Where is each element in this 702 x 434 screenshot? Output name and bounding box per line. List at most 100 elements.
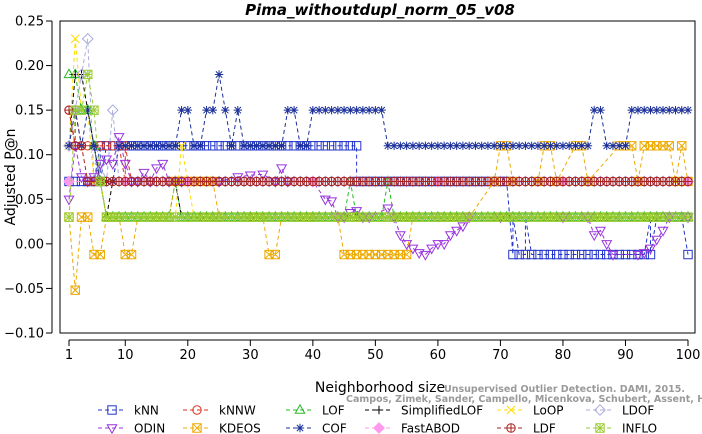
- point-knn: [214, 141, 224, 151]
- legend-item-lof: LOF: [286, 404, 345, 418]
- point-odin: [632, 250, 644, 261]
- legend-item-ldof: LDOF: [586, 404, 654, 418]
- point-cof: [414, 141, 424, 150]
- legend-item-ldf: LDF: [497, 422, 556, 434]
- series-ldf: [64, 105, 693, 187]
- point-cof: [671, 105, 680, 115]
- legend-marker-inflo: [595, 423, 605, 433]
- point-cof: [539, 141, 549, 150]
- x-tick-label: 90: [617, 348, 634, 363]
- x-tick-label: 20: [180, 348, 197, 363]
- x-tick-label: 60: [430, 348, 447, 363]
- chart-title: Pima_withoutdupl_norm_05_v08: [245, 1, 515, 19]
- point-kdeos: [126, 249, 137, 260]
- point-cof: [458, 141, 468, 150]
- x-tick-label: 30: [242, 348, 259, 363]
- point-knn: [314, 141, 324, 151]
- point-cof: [389, 141, 399, 150]
- point-cof: [627, 105, 636, 115]
- legend-item-cof: COF: [286, 422, 347, 434]
- y-tick-label: 0.15: [15, 104, 44, 119]
- point-cof: [358, 105, 368, 115]
- point-knn: [564, 249, 574, 260]
- point-cof: [164, 141, 174, 150]
- point-cof: [464, 141, 474, 150]
- point-cof: [446, 141, 455, 150]
- point-cof: [139, 141, 149, 150]
- point-knn: [508, 249, 518, 260]
- legend-label-ldof: LDOF: [622, 404, 654, 418]
- point-knn: [545, 249, 556, 260]
- point-odin: [594, 226, 607, 237]
- point-cof: [552, 141, 561, 150]
- point-cof: [258, 141, 268, 150]
- point-knn: [339, 141, 349, 151]
- point-odin: [451, 226, 463, 237]
- point-cof: [677, 105, 686, 115]
- point-odin: [326, 197, 338, 208]
- point-cof: [264, 141, 274, 150]
- point-cof: [183, 105, 192, 115]
- legend-label-simplifiedlof: SimplifiedLOF: [401, 404, 483, 418]
- point-cof: [527, 141, 536, 150]
- x-tick-label: 80: [555, 348, 572, 363]
- series-line-cof: [68, 74, 688, 182]
- point-lof: [63, 68, 75, 79]
- point-ldf: [76, 141, 87, 151]
- point-cof: [514, 141, 524, 150]
- point-cof: [583, 141, 593, 150]
- point-cof: [652, 105, 661, 115]
- point-knn: [539, 249, 549, 260]
- point-odin: [119, 159, 131, 170]
- legend-marker-odin: [106, 424, 118, 434]
- point-cof: [483, 141, 493, 150]
- series-line-odin: [68, 136, 688, 256]
- point-cof: [590, 105, 599, 115]
- series-layer: [63, 32, 694, 295]
- point-kdeos: [270, 249, 281, 260]
- point-cof: [508, 141, 518, 150]
- point-odin: [257, 170, 269, 181]
- point-cof: [158, 141, 167, 150]
- point-loop: [70, 34, 80, 44]
- point-cof: [640, 105, 649, 115]
- point-cof: [121, 141, 130, 150]
- point-cof: [433, 141, 443, 150]
- point-cof: [133, 141, 142, 150]
- point-kdeos: [70, 285, 80, 295]
- point-cof: [227, 141, 236, 150]
- point-cof: [427, 141, 436, 150]
- legend-label-knn: kNN: [134, 404, 159, 418]
- point-cof: [171, 141, 180, 150]
- point-cof: [665, 105, 674, 115]
- point-cof: [283, 105, 293, 115]
- point-kdeos: [95, 249, 105, 260]
- point-cof: [646, 105, 655, 115]
- point-inflo: [64, 212, 74, 222]
- point-knn: [208, 141, 218, 151]
- point-knn: [514, 249, 524, 260]
- point-knn: [558, 249, 568, 260]
- legend-label-odin: ODIN: [134, 422, 165, 434]
- point-inflo: [83, 69, 93, 80]
- point-odin: [382, 204, 394, 215]
- x-tick-label: 70: [492, 348, 509, 363]
- legend-marker-cof: [295, 423, 305, 433]
- watermark-line-2: Campos, Zimek, Sander, Campello, Micenko…: [346, 394, 702, 405]
- legend-marker-ldf: [506, 423, 516, 433]
- point-cof: [177, 105, 186, 115]
- legend-marker-fastabod: [373, 422, 385, 434]
- point-cof: [402, 141, 411, 150]
- x-tick-label: 50: [367, 348, 384, 363]
- point-cof: [202, 105, 211, 115]
- point-cof: [621, 141, 630, 150]
- point-cof: [439, 141, 449, 150]
- point-cof: [302, 141, 311, 150]
- point-cof: [127, 141, 136, 150]
- y-tick-label: 0.05: [15, 193, 44, 208]
- point-knn: [577, 249, 587, 260]
- point-knn: [520, 249, 531, 260]
- point-cof: [602, 141, 611, 150]
- point-odin: [351, 207, 363, 218]
- point-cof: [521, 141, 530, 150]
